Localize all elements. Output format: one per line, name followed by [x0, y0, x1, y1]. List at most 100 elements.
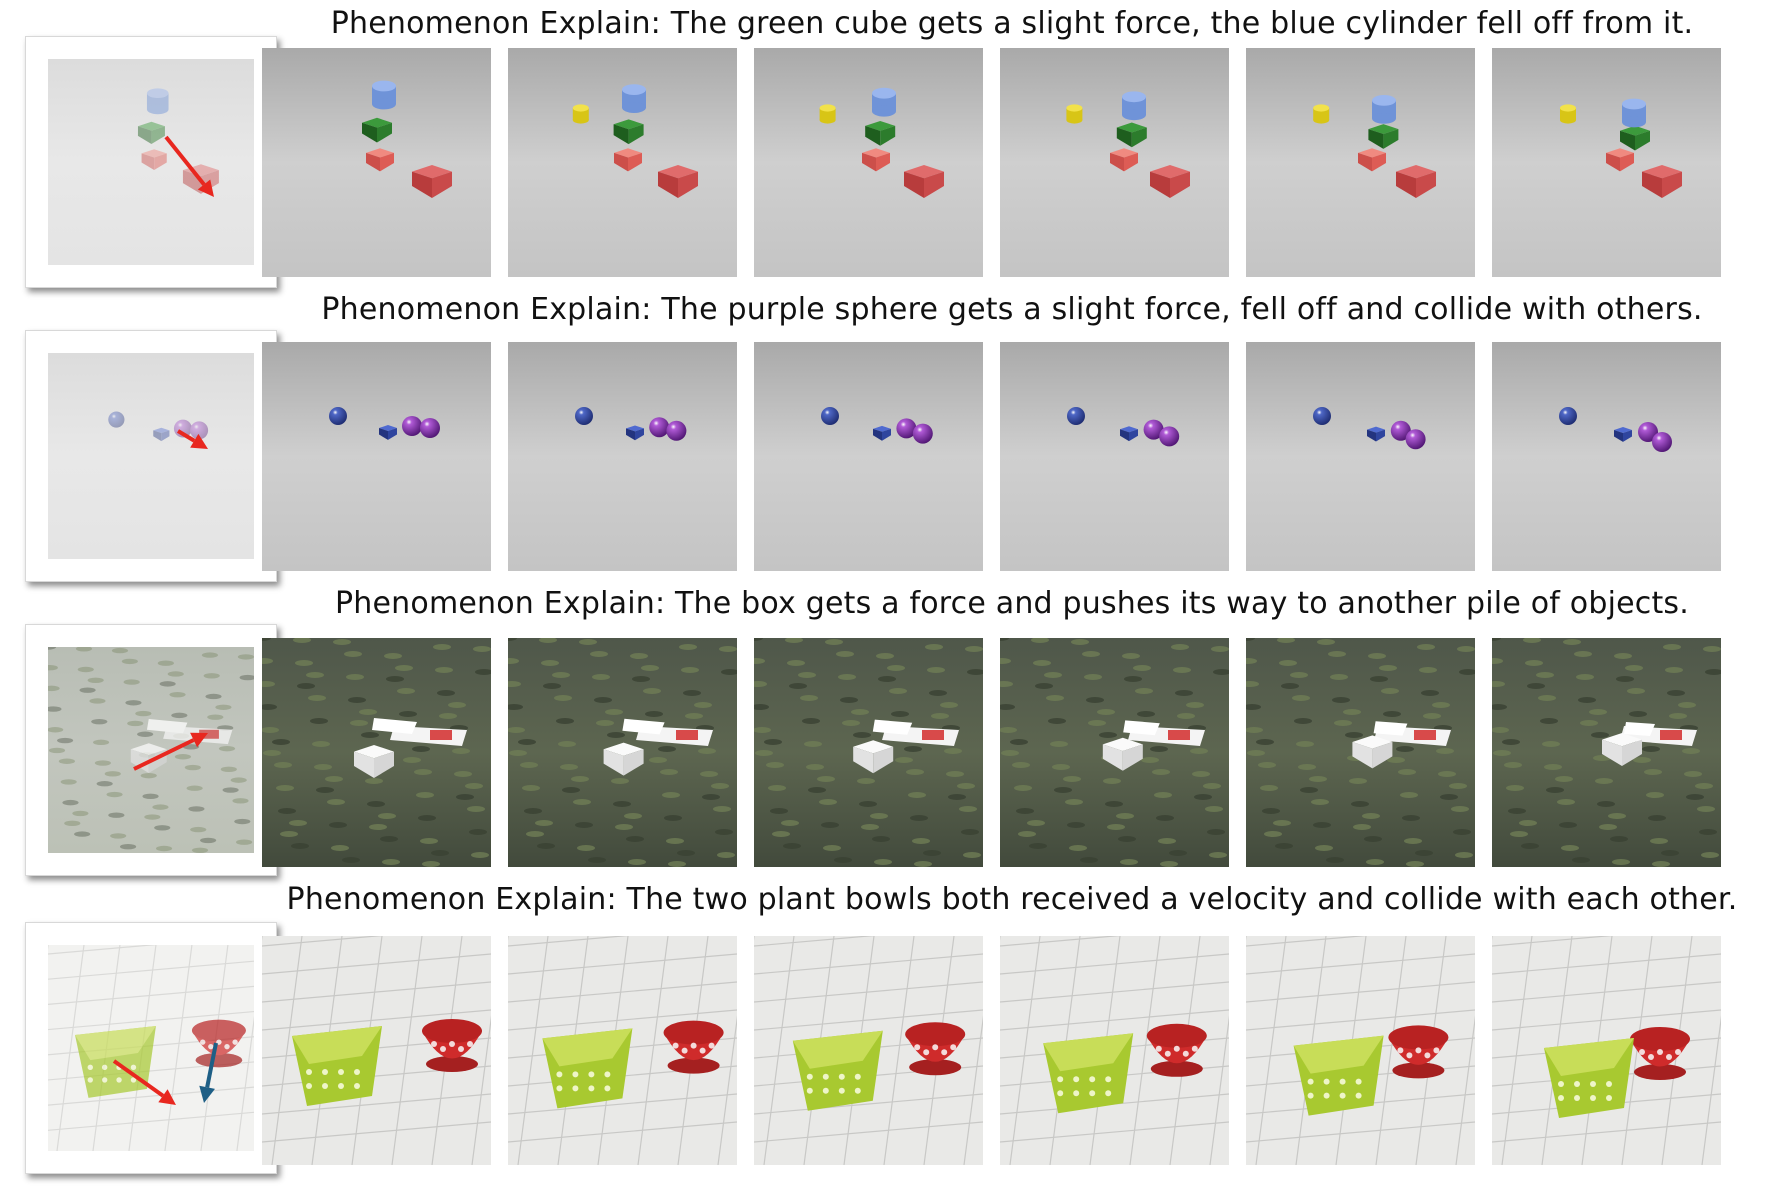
green-bowl-rim: [74, 1025, 156, 1061]
blue-cube: [1367, 426, 1385, 442]
row-2-frame-3: [754, 342, 983, 571]
studio-background: [262, 342, 491, 571]
row-3-reference-image: [48, 647, 254, 853]
red-cube-small: [1358, 148, 1386, 172]
purple-sphere-2: [420, 418, 440, 438]
blue-sphere: [1559, 407, 1577, 425]
yellow-cylinder: [1066, 104, 1083, 124]
row-3-frame-3: [754, 638, 983, 867]
white-lid-box: [1123, 720, 1160, 736]
blue-cylinder: [622, 84, 646, 113]
package-sticker: [430, 730, 452, 740]
row-1-caption: Phenomenon Explain: The green cube gets …: [330, 6, 1694, 41]
row-4-caption: Phenomenon Explain: The two plant bowls …: [286, 882, 1738, 917]
red-bowl-base: [195, 1052, 243, 1068]
red-cube-large: [904, 165, 944, 198]
package-sticker: [199, 729, 219, 739]
row-3-frame-6: [1492, 638, 1721, 867]
red-bowl-rim: [422, 1019, 482, 1043]
yellow-cylinder: [1313, 104, 1330, 124]
row-4-frame-6: [1492, 936, 1721, 1165]
purple-sphere-2: [912, 423, 933, 444]
row-4-reference-image: [48, 945, 254, 1151]
blue-cylinder: [146, 88, 169, 115]
green-cube: [1368, 124, 1399, 149]
purple-sphere-1: [1638, 422, 1658, 442]
red-bowl-base: [909, 1059, 962, 1076]
purple-sphere-1: [1143, 419, 1164, 440]
green-bowl-rim: [792, 1030, 883, 1069]
row-4-frame-3: [754, 936, 983, 1165]
row-4-frame-2: [508, 936, 737, 1165]
white-lid-box: [622, 718, 665, 735]
red-cube-large: [1396, 165, 1436, 198]
purple-sphere-1: [1390, 420, 1411, 441]
row-3-caption: Phenomenon Explain: The box gets a force…: [335, 586, 1689, 621]
blue-sphere: [1067, 407, 1085, 425]
row-1-frame-4: [1000, 48, 1229, 277]
white-lid-box: [1373, 721, 1408, 736]
row-3-frame-2: [508, 638, 737, 867]
red-bowl-rim: [191, 1019, 246, 1042]
blue-cube: [626, 425, 644, 441]
studio-background: [48, 59, 254, 265]
row-3-frame-4: [1000, 638, 1229, 867]
blue-cube: [873, 425, 891, 441]
row-2-reference-image: [48, 353, 254, 559]
red-bowl-rim: [905, 1022, 966, 1047]
purple-sphere-1: [402, 416, 422, 436]
row-1-frame-2: [508, 48, 737, 277]
row-4-frame-5: [1246, 936, 1475, 1165]
row-2-frame-1: [262, 342, 491, 571]
row-1-reference-card: [25, 36, 277, 288]
blue-cube: [1120, 426, 1138, 442]
red-cube-small: [366, 148, 394, 172]
red-cube-large: [1642, 165, 1682, 198]
green-bowl-rim: [1043, 1033, 1134, 1072]
row-1-frame-6: [1492, 48, 1721, 277]
blue-sphere: [821, 407, 839, 425]
blue-cylinder: [372, 80, 396, 110]
row-1-frame-3: [754, 48, 983, 277]
row-3-frame-1: [262, 638, 491, 867]
purple-sphere-1: [896, 418, 917, 439]
blue-cylinder: [1622, 98, 1646, 128]
force-arrow-2: [199, 1042, 218, 1103]
red-cube-small: [141, 149, 167, 171]
green-cube: [865, 120, 896, 146]
purple-sphere-1: [649, 417, 670, 438]
package-sticker: [1168, 730, 1190, 740]
row-2-frame-2: [508, 342, 737, 571]
studio-background: [48, 353, 254, 559]
studio-background: [1000, 342, 1229, 571]
row-4-reference-card: [25, 922, 277, 1174]
green-bowl-rim: [1544, 1038, 1634, 1076]
row-1-frame-5: [1246, 48, 1475, 277]
row-3-frame-5: [1246, 638, 1475, 867]
red-cube-small: [862, 148, 890, 172]
red-cube-small: [1110, 148, 1138, 172]
red-cube-large: [412, 165, 452, 198]
blue-cube: [153, 427, 170, 442]
package-sticker: [1660, 730, 1682, 740]
force-arrow-1: [133, 732, 208, 771]
red-bowl-rim: [1388, 1025, 1449, 1050]
green-cube: [613, 119, 644, 145]
purple-sphere-2: [1652, 432, 1672, 452]
studio-background: [508, 342, 737, 571]
package-sticker: [676, 730, 698, 740]
red-bowl-base: [1150, 1060, 1203, 1077]
studio-background: [1246, 342, 1475, 571]
blue-cube: [1614, 427, 1632, 442]
row-2-reference-card: [25, 330, 277, 582]
yellow-cylinder: [572, 104, 589, 124]
row-2-frame-6: [1492, 342, 1721, 571]
red-cube-small: [1606, 148, 1634, 172]
yellow-cylinder: [819, 104, 836, 124]
white-lid-box: [1624, 722, 1655, 736]
force-arrow-1: [164, 135, 214, 197]
green-cube: [1620, 125, 1650, 151]
red-bowl-base: [1392, 1062, 1445, 1079]
purple-sphere-2: [1405, 429, 1426, 450]
white-cube: [1352, 735, 1393, 769]
